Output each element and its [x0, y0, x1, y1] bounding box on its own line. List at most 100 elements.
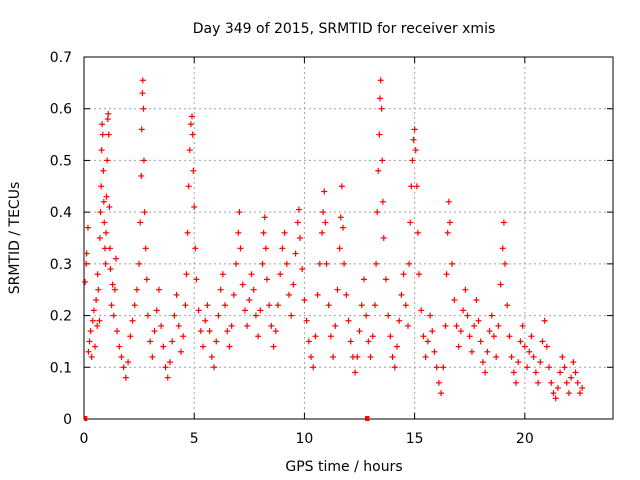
- data-point: [559, 353, 566, 360]
- data-point: [477, 338, 484, 345]
- data-point: [526, 348, 533, 355]
- data-point: [131, 302, 138, 309]
- data-point: [112, 255, 119, 262]
- data-point: [389, 353, 396, 360]
- data-point: [539, 338, 546, 345]
- data-point: [471, 322, 478, 329]
- data-point: [260, 229, 267, 236]
- data-point: [103, 229, 110, 236]
- data-point: [99, 131, 106, 138]
- data-point: [468, 348, 475, 355]
- data-point: [356, 328, 363, 335]
- data-point: [85, 348, 92, 355]
- data-point: [87, 328, 94, 335]
- data-point: [500, 219, 507, 226]
- data-point: [236, 209, 243, 216]
- data-point: [215, 312, 222, 319]
- data-point: [451, 297, 458, 304]
- baseline-segment: [365, 416, 370, 421]
- data-point: [180, 333, 187, 340]
- data-point: [535, 379, 542, 386]
- data-point: [182, 302, 189, 309]
- data-point: [96, 235, 103, 241]
- x-axis-label: GPS time / hours: [285, 459, 402, 475]
- data-point: [405, 322, 412, 329]
- data-point: [94, 271, 101, 278]
- data-point: [546, 364, 553, 371]
- data-point: [102, 260, 109, 267]
- data-point: [443, 271, 450, 278]
- data-point: [377, 77, 384, 84]
- data-point: [537, 359, 544, 366]
- data-point: [431, 348, 438, 355]
- data-point: [186, 147, 193, 154]
- data-point: [204, 302, 211, 309]
- data-point: [222, 302, 229, 309]
- data-point: [149, 353, 156, 360]
- data-point: [400, 271, 407, 278]
- data-point: [217, 286, 224, 293]
- data-point: [314, 291, 321, 298]
- data-point: [572, 369, 579, 376]
- data-point: [338, 183, 345, 190]
- data-point: [105, 131, 112, 138]
- data-point: [200, 343, 207, 350]
- y-tick-label: 0.1: [50, 360, 72, 376]
- data-point: [466, 333, 473, 340]
- data-point: [283, 260, 290, 267]
- data-point: [548, 379, 555, 386]
- data-point: [108, 302, 115, 309]
- data-point: [144, 312, 151, 319]
- data-point: [208, 353, 215, 360]
- data-point: [138, 172, 145, 179]
- data-point: [321, 188, 328, 195]
- data-point: [367, 353, 374, 360]
- data-point: [563, 379, 570, 386]
- x-tick-label: 10: [296, 431, 314, 447]
- data-point: [398, 291, 405, 298]
- data-point: [213, 338, 220, 345]
- data-point: [294, 219, 301, 226]
- data-point: [479, 359, 486, 366]
- data-point: [330, 353, 337, 360]
- data-point: [246, 297, 253, 304]
- data-point: [266, 302, 273, 309]
- data-point: [299, 266, 306, 273]
- data-point: [233, 260, 240, 267]
- data-point: [183, 271, 190, 278]
- data-point: [177, 348, 184, 355]
- data-point: [288, 312, 295, 319]
- data-point: [98, 183, 105, 190]
- data-point: [153, 307, 160, 314]
- data-point: [501, 260, 508, 267]
- data-point: [224, 328, 231, 335]
- data-point: [322, 219, 329, 226]
- data-point: [320, 209, 327, 216]
- data-point: [140, 157, 147, 164]
- data-point: [412, 147, 419, 154]
- data-point: [499, 245, 506, 252]
- data-point: [508, 353, 515, 360]
- data-point: [164, 374, 171, 381]
- data-point: [374, 209, 381, 216]
- y-tick-label: 0.6: [50, 102, 72, 118]
- data-point: [127, 333, 134, 340]
- data-point: [268, 322, 275, 329]
- x-tick-label: 15: [406, 431, 424, 447]
- data-point: [263, 276, 270, 283]
- data-point: [262, 245, 269, 252]
- data-point: [343, 291, 350, 298]
- data-point: [515, 359, 522, 366]
- data-point: [410, 136, 417, 143]
- data-point: [139, 90, 146, 97]
- data-point: [473, 297, 480, 304]
- data-point: [490, 333, 497, 340]
- data-point: [568, 374, 575, 381]
- data-point: [136, 260, 143, 267]
- data-point: [142, 245, 149, 252]
- data-point: [292, 250, 299, 257]
- data-points: [82, 77, 586, 421]
- data-point: [239, 281, 246, 288]
- data-point: [83, 260, 90, 267]
